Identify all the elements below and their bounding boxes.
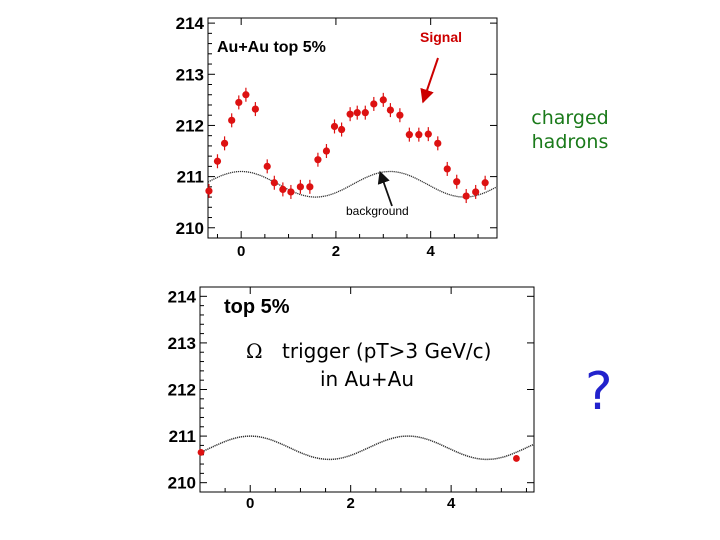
y-tick-label: 210: [168, 474, 196, 493]
data-point: [213, 157, 222, 165]
data-point: [228, 116, 236, 124]
charged-label-line-2: hadrons: [531, 131, 609, 153]
bottom-chart-title: top 5%: [224, 296, 290, 318]
top-plot-frame: [207, 17, 498, 239]
data-point: [235, 98, 243, 107]
y-tick-label: 212: [168, 381, 196, 400]
data-point: [270, 179, 278, 187]
y-tick-label: 211: [177, 168, 204, 187]
data-point: [513, 455, 520, 462]
y-tick-label: 210: [176, 219, 204, 238]
bottom-background-curve: [199, 435, 535, 461]
data-point: [424, 130, 432, 138]
bottom-chart: 0 2 4 210 211 212 213 214 top 5% Ω trigger (pT>…: [168, 286, 535, 512]
data-point: [434, 139, 442, 147]
x-tick-label: 0: [237, 243, 245, 260]
data-point: [330, 122, 339, 131]
y-tick-label: 211: [169, 427, 196, 446]
background-curve-line: [199, 435, 535, 461]
y-tick-label: 213: [176, 65, 204, 84]
data-point: [361, 109, 369, 117]
data-point: [415, 131, 423, 139]
bottom-axes: 0 2 4 210 211 212 213 214: [168, 286, 534, 512]
charged-hadrons-label: charged hadrons: [522, 106, 618, 154]
data-point: [346, 110, 354, 118]
data-point: [242, 91, 250, 99]
question-mark: ?: [585, 362, 613, 422]
background-label: background: [346, 204, 409, 218]
bottom-plot-frame: [199, 286, 535, 493]
y-tick-label: 212: [176, 116, 204, 135]
top-axes: 0 2 4 210 211 212 213 214: [176, 14, 497, 260]
charged-label-line-1: charged: [531, 107, 609, 129]
data-point: [251, 105, 259, 113]
data-point: [205, 187, 213, 195]
signal-label: Signal: [420, 29, 462, 45]
omega-symbol: Ω: [246, 339, 263, 363]
top-signal-points: [205, 87, 489, 204]
data-point: [462, 192, 470, 200]
data-point: [472, 188, 480, 196]
data-point: [386, 106, 395, 114]
y-tick-label: 213: [168, 334, 196, 353]
data-point: [443, 165, 451, 173]
top-chart: 0 2 4 210 211 212 213 214 Au+Au top 5% Signal b…: [176, 14, 498, 260]
data-point: [263, 162, 271, 170]
background-curve-line: [207, 170, 498, 198]
data-point: [220, 139, 229, 147]
data-point: [379, 96, 387, 104]
x-tick-label: 2: [332, 243, 340, 260]
trigger-line-2: in Au+Au: [320, 367, 414, 391]
data-point: [279, 185, 287, 193]
data-point: [353, 109, 361, 117]
data-point: [338, 125, 346, 134]
x-tick-label: 4: [427, 243, 436, 260]
bottom-points: [197, 448, 520, 462]
data-point: [322, 147, 331, 155]
data-point: [481, 179, 489, 187]
data-point: [287, 188, 295, 196]
top-background-curve: [207, 170, 498, 198]
x-tick-label: 0: [246, 495, 254, 512]
x-tick-label: 4: [447, 495, 456, 512]
data-point: [405, 131, 413, 139]
x-tick-label: 2: [347, 495, 355, 512]
data-point: [314, 156, 322, 164]
data-point: [396, 111, 404, 119]
data-point: [296, 183, 304, 191]
y-tick-label: 214: [176, 14, 205, 33]
data-point: [306, 183, 314, 191]
data-point: [453, 178, 461, 186]
y-tick-label: 214: [168, 287, 197, 306]
trigger-line-1: trigger (pT>3 GeV/c): [282, 339, 491, 363]
data-point: [370, 100, 378, 108]
data-point: [197, 448, 205, 456]
background-arrow: [377, 170, 393, 207]
top-chart-title: Au+Au top 5%: [217, 39, 326, 56]
signal-arrow: [420, 57, 439, 104]
